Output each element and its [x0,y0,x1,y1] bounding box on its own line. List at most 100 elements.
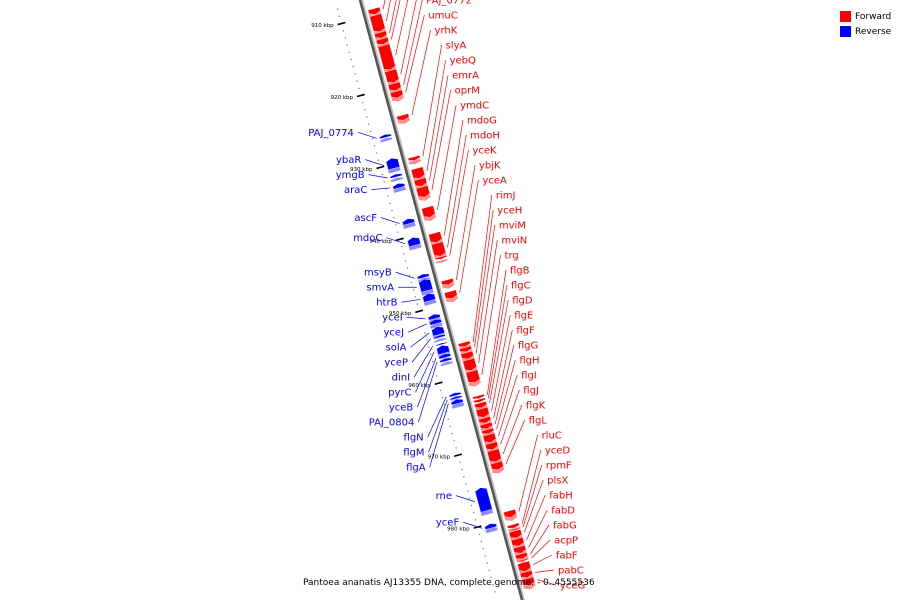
gene-label-ymdc: ymdC [437,101,489,210]
gene-label-smva: smvA [366,283,417,294]
gene-slya [407,155,422,165]
gene-leader-htrb [401,299,421,303]
gene-name-yebq: yebQ [450,56,476,67]
gene-label-ycef: yceF [436,518,483,529]
ruler-dot [412,289,415,291]
gene-leader-pabc [535,569,555,573]
gene-name-emra: emrA [452,71,479,82]
ruler-dot [428,346,430,348]
gene-leader-slya [422,44,442,157]
gene-name-paj-0774: PAJ_0774 [308,128,354,139]
gene-label-paj-0804: PAJ_0804 [369,361,438,429]
gene-name-mvim: mviM [499,221,526,232]
ruler-tick-970 [453,453,463,457]
gene-leader-yebq [426,59,446,172]
gene-leader-flgg [494,344,515,425]
gene-leader-ymgb [368,174,388,179]
gene-label-oprm: oprM [431,86,480,190]
gene-leader-oprm [431,89,451,190]
gene-leader-flgj [500,389,520,445]
ruler-dot [490,576,492,579]
gene-name-flgb: flgB [510,266,530,277]
gene-label-mdog: mdoG [443,116,497,236]
ruler-dot [402,253,405,255]
ruler-tick-label-970: 970 kbp [428,455,451,461]
gene-name-msyb: msyB [364,268,392,279]
gene-name-ybjk: ybjK [479,161,501,172]
gene-ycek [434,255,449,264]
gene-name-flgj: flgJ [523,386,539,397]
gene-name-ycej: yceJ [384,328,405,339]
gene-leader-flgi [498,374,518,437]
gene-name-acpp: acpP [554,536,578,547]
ruler-dot [451,432,453,435]
gene-ascf [401,218,416,229]
gene-label-flgg: flgG [494,341,538,425]
ruler-dot [449,425,451,428]
gene-leader-yceh [474,209,494,348]
ruler-dot [401,245,403,248]
gene-name-sola: solA [386,343,407,354]
ruler-dot [416,303,418,305]
gene-name-fabd: fabD [551,506,575,517]
gene-name-paj-0772: PAJ_0772 [426,0,472,7]
gene-leader-flgf [493,329,513,419]
gene-name-rluc: rluC [542,431,562,442]
ruler-dot [371,137,374,140]
gene-label-ymgb: ymgB [336,170,388,181]
ruler-dot [474,519,477,521]
gene-name-yceb: yceB [389,403,414,414]
gene-name-ycei: yceI [382,313,403,324]
ruler-tick-930 [376,165,385,170]
gene-rluc [503,508,518,521]
gene-label-flgh: flgH [496,356,539,430]
ruler-dot [375,152,378,154]
gene-name-yrhk: yrhK [435,26,458,37]
gene-leader-rimj [472,194,493,343]
gene-leader-ycek [449,149,469,256]
gene-name-ycep: yceP [384,358,408,369]
gene-label-fabg: fabG [530,521,577,555]
ruler-dot [470,504,473,507]
forward-swatch [840,11,851,22]
gene-label-yceg: yceG [537,579,585,592]
gene-name-pabc: pabC [558,566,584,577]
gene-label-fabh: fabH [526,491,573,541]
gene-label-htrb: htrB [376,298,421,309]
gene-leader-fabf [532,554,553,565]
gene-oprm [415,185,432,201]
gene-label-flgd: flgD [489,296,533,404]
gene-label-flgn: flgN [404,396,447,444]
gene-leader-mdog [443,119,464,236]
gene-name-flgh: flgH [519,356,539,367]
gene-label-rne: rne [436,491,475,502]
ruler-dot [467,490,469,492]
gene-flgl [490,460,506,474]
gene-name-flgi: flgI [521,371,537,382]
gene-leader-rne [455,495,475,502]
gene-leader-flgm [428,399,448,453]
ruler-dot [494,591,496,593]
gene-label-ycep: yceP [384,338,431,369]
gene-label-mdoc: mdoC [353,233,406,244]
gene-label-flgb: flgB [486,266,530,395]
gene-label-ycej: yceJ [384,323,427,339]
gene-smva [417,278,434,296]
ruler-tick-label-910: 910 kbp [311,23,334,29]
gene-label-sola: solA [386,332,430,354]
ruler-tick-960 [434,381,443,386]
ruler-dot [435,375,438,377]
gene-name-mdoc: mdoC [353,233,382,244]
ruler-dot [391,209,393,212]
gene-name-dini: dinI [392,373,410,384]
gene-leader-ycei [406,316,426,320]
ruler-dot [356,80,358,82]
ruler-dot [352,65,354,68]
gene-label-yrhk: yrhK [411,26,458,116]
gene-label-flga: flgA [406,403,449,474]
gene-name-ycef: yceF [436,518,460,529]
ruler-dot [373,145,376,147]
gene-leader-flgh [496,359,516,430]
gene-label-yceb: yceB [389,357,437,414]
